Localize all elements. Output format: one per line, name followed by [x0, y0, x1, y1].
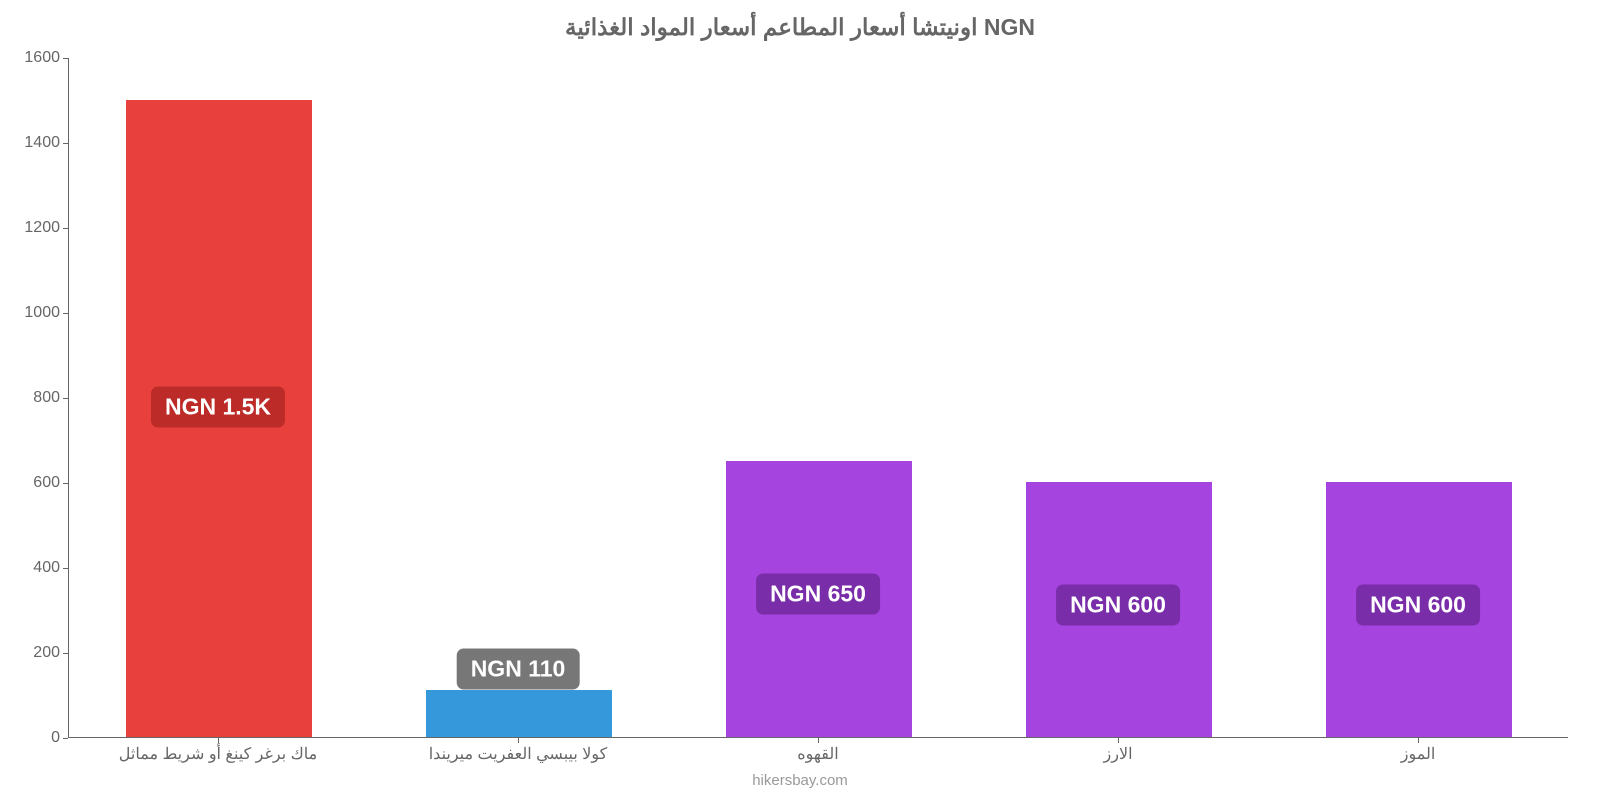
bar-value-label: NGN 650 [756, 574, 880, 615]
y-axis-tick-label: 1600 [4, 49, 60, 67]
y-axis-tick-label: 200 [4, 644, 60, 662]
x-axis-tick-mark [818, 738, 819, 743]
bar-value-label: NGN 110 [457, 649, 580, 690]
bar [426, 690, 612, 737]
y-axis-tick-mark [63, 228, 68, 229]
y-axis-tick-label: 1000 [4, 304, 60, 322]
price-bar-chart: اونيتشا أسعار المطاعم أسعار المواد الغذا… [0, 0, 1600, 800]
x-axis-tick-mark [1118, 738, 1119, 743]
x-axis-category-label: كولا بيبسي العفريت ميريندا [429, 744, 608, 764]
y-axis-tick-label: 400 [4, 559, 60, 577]
x-axis-category-label: الارز [1103, 744, 1132, 764]
y-axis-tick-mark [63, 313, 68, 314]
y-axis-tick-mark [63, 483, 68, 484]
y-axis-tick-mark [63, 398, 68, 399]
y-axis-tick-mark [63, 58, 68, 59]
x-axis-category-label: القهوه [797, 744, 838, 764]
x-axis-tick-mark [1418, 738, 1419, 743]
y-axis-tick-mark [63, 568, 68, 569]
plot-area [68, 58, 1568, 738]
chart-title: اونيتشا أسعار المطاعم أسعار المواد الغذا… [0, 14, 1600, 41]
y-axis-tick-label: 600 [4, 474, 60, 492]
x-axis-category-label: ماك برغر كينغ أو شريط مماثل [119, 744, 317, 764]
attribution-text: hikersbay.com [0, 772, 1600, 789]
x-axis-tick-mark [218, 738, 219, 743]
y-axis-tick-mark [63, 653, 68, 654]
bar-value-label: NGN 1.5K [151, 386, 285, 427]
y-axis-tick-mark [63, 143, 68, 144]
y-axis-tick-label: 0 [4, 729, 60, 747]
y-axis-tick-label: 800 [4, 389, 60, 407]
x-axis-tick-mark [518, 738, 519, 743]
x-axis-category-label: الموز [1401, 744, 1436, 764]
y-axis-tick-label: 1200 [4, 219, 60, 237]
bar-value-label: NGN 600 [1356, 585, 1480, 626]
y-axis-tick-mark [63, 738, 68, 739]
bar-value-label: NGN 600 [1056, 585, 1180, 626]
y-axis-tick-label: 1400 [4, 134, 60, 152]
